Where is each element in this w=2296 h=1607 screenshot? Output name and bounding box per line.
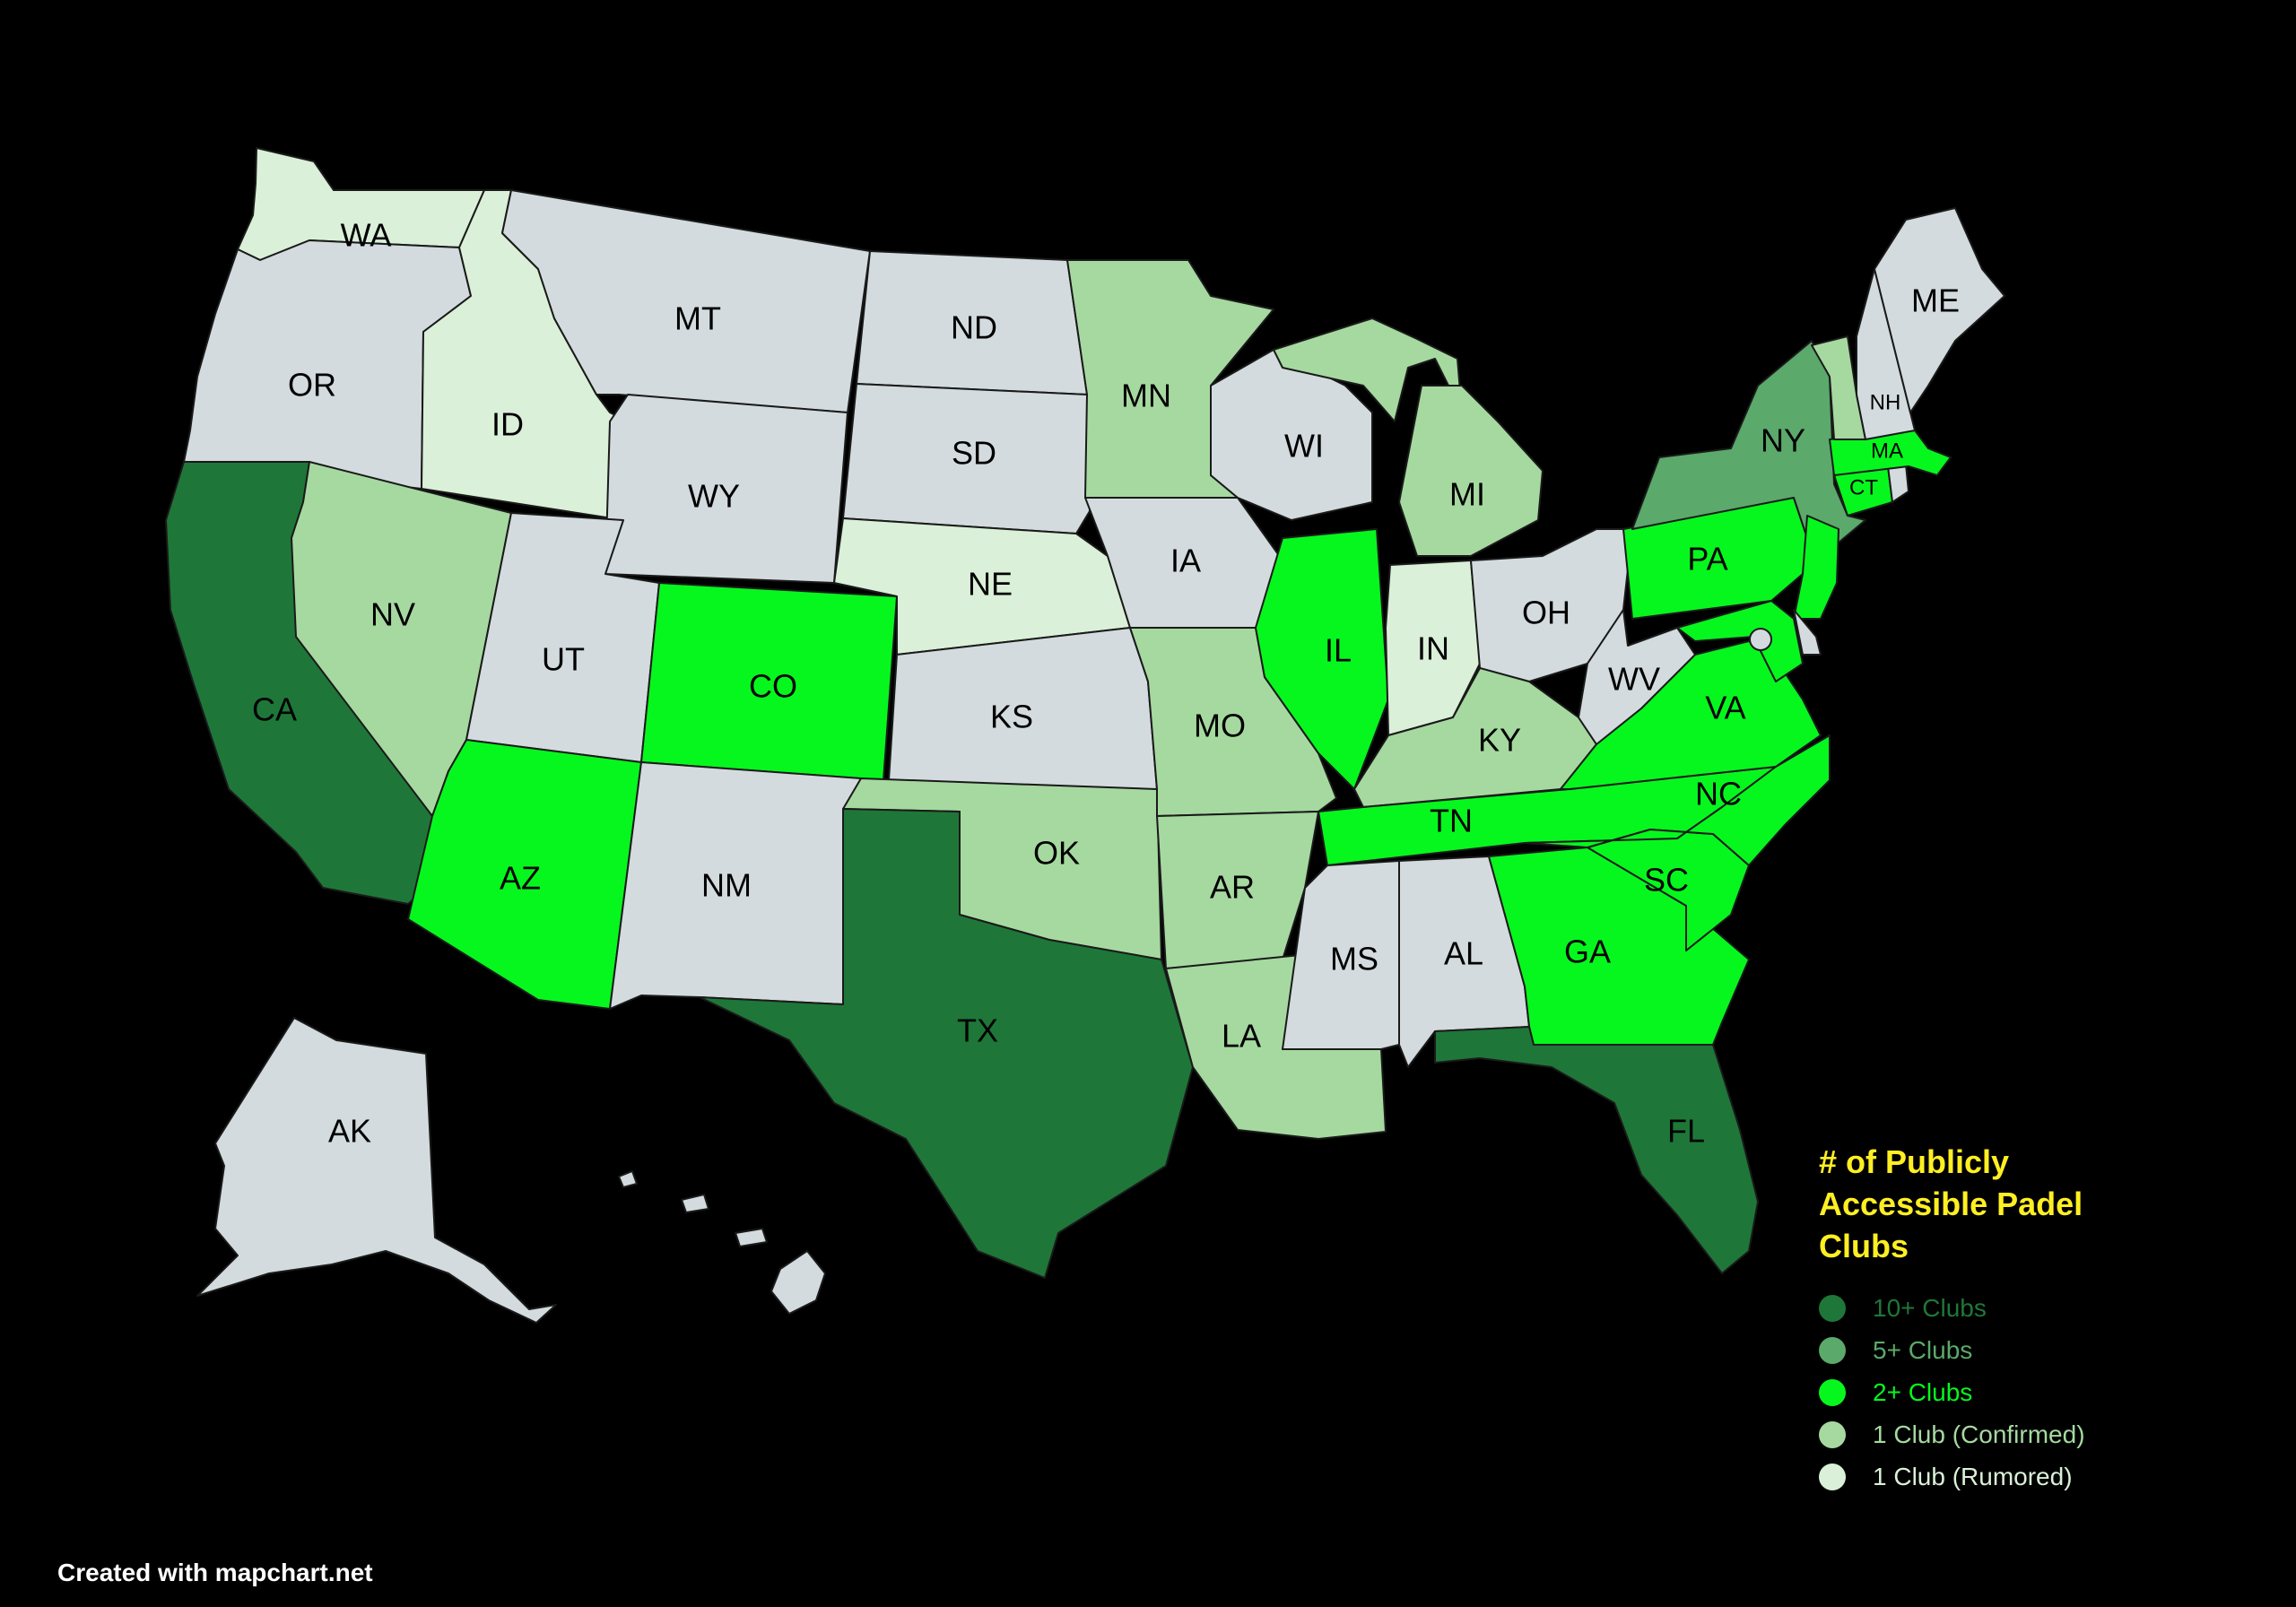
label-ar: AR	[1210, 869, 1255, 906]
label-ky: KY	[1478, 722, 1521, 759]
label-nm: NM	[701, 867, 752, 904]
label-fl: FL	[1667, 1113, 1705, 1150]
state-mi-lower[interactable]	[1398, 385, 1544, 557]
legend-swatch	[1819, 1378, 1846, 1406]
state-hi-oahu[interactable]	[681, 1194, 709, 1213]
state-ak[interactable]	[196, 1017, 557, 1324]
label-wv: WV	[1608, 661, 1660, 698]
label-co: CO	[749, 668, 797, 705]
state-ma[interactable]	[1829, 430, 1952, 476]
state-sd[interactable]	[842, 383, 1091, 534]
state-md[interactable]	[1676, 600, 1804, 682]
label-il: IL	[1325, 632, 1352, 669]
legend-title-line2: Accessible Padel	[1819, 1186, 2083, 1222]
state-hi-kauai[interactable]	[618, 1170, 638, 1188]
legend-label: 1 Club (Confirmed)	[1873, 1420, 2085, 1448]
label-ga: GA	[1564, 934, 1611, 970]
legend-item-5plus: 5+ Clubs	[1819, 1329, 2196, 1371]
state-dc[interactable]	[1749, 628, 1772, 651]
state-me[interactable]	[1874, 207, 2005, 413]
legend-label: 5+ Clubs	[1873, 1335, 1973, 1364]
state-ar[interactable]	[1156, 811, 1319, 969]
legend-title-line1: # of Publicly	[1819, 1143, 2010, 1180]
label-sc: SC	[1644, 862, 1689, 899]
state-fl[interactable]	[1434, 1026, 1759, 1274]
label-nc: NC	[1695, 776, 1742, 812]
state-nc[interactable]	[1524, 734, 1831, 866]
label-oh: OH	[1522, 595, 1570, 631]
state-mt[interactable]	[501, 189, 871, 413]
label-in: IN	[1417, 630, 1449, 667]
label-ma: MA	[1871, 439, 1903, 463]
state-tx[interactable]	[699, 808, 1194, 1279]
label-la: LA	[1222, 1018, 1261, 1055]
label-ia: IA	[1170, 543, 1201, 579]
state-labels: WA OR ID MT WY NV UT CA CO AZ NM ND SD N…	[252, 217, 1960, 1150]
legend-swatch	[1819, 1294, 1846, 1322]
label-mn: MN	[1121, 378, 1171, 414]
legend-item-1-rumored: 1 Club (Rumored)	[1819, 1455, 2196, 1498]
state-hi-maui[interactable]	[735, 1228, 768, 1247]
label-nh: NH	[1870, 390, 1901, 414]
state-il[interactable]	[1255, 528, 1389, 790]
label-ne: NE	[968, 566, 1013, 603]
state-wv[interactable]	[1578, 609, 1696, 745]
state-mi[interactable]	[1273, 317, 1463, 422]
legend-item-1-confirmed: 1 Club (Confirmed)	[1819, 1413, 2196, 1455]
label-id: ID	[491, 406, 524, 443]
label-tx: TX	[957, 1012, 998, 1049]
label-ut: UT	[542, 641, 585, 678]
label-or: OR	[288, 367, 336, 404]
legend: # of Publicly Accessible Padel Clubs 10+…	[1819, 1141, 2196, 1498]
label-wy: WY	[688, 478, 740, 515]
state-de[interactable]	[1793, 609, 1822, 656]
label-wa: WA	[341, 217, 392, 254]
label-va: VA	[1705, 690, 1745, 726]
label-al: AL	[1444, 935, 1483, 972]
label-mi: MI	[1449, 476, 1485, 513]
label-me: ME	[1911, 282, 1960, 319]
legend-title-line3: Clubs	[1819, 1228, 1909, 1264]
legend-label: 10+ Clubs	[1873, 1293, 1987, 1322]
label-az: AZ	[500, 860, 541, 897]
state-hi[interactable]	[770, 1250, 826, 1315]
credit-text: Created with mapchart.net	[57, 1559, 373, 1586]
label-ny: NY	[1761, 422, 1805, 459]
label-ca: CA	[252, 691, 297, 728]
label-pa: PA	[1687, 541, 1727, 578]
legend-title: # of Publicly Accessible Padel Clubs	[1819, 1141, 2196, 1267]
legend-label: 2+ Clubs	[1873, 1377, 1973, 1406]
label-mo: MO	[1194, 708, 1246, 744]
legend-swatch	[1819, 1336, 1846, 1364]
label-ks: KS	[990, 699, 1033, 735]
state-ri[interactable]	[1887, 464, 1909, 503]
legend-item-10plus: 10+ Clubs	[1819, 1287, 2196, 1329]
state-wy[interactable]	[604, 394, 848, 584]
label-ms: MS	[1330, 941, 1378, 977]
label-tn: TN	[1430, 803, 1473, 839]
label-ok: OK	[1033, 835, 1080, 872]
label-nv: NV	[370, 596, 415, 633]
label-sd: SD	[952, 435, 996, 472]
state-nj[interactable]	[1793, 515, 1839, 620]
legend-swatch	[1819, 1420, 1846, 1448]
label-nd: ND	[951, 309, 997, 346]
legend-label: 1 Club (Rumored)	[1873, 1462, 2073, 1490]
label-mt: MT	[674, 300, 721, 337]
label-wi: WI	[1284, 428, 1324, 465]
legend-item-2plus: 2+ Clubs	[1819, 1371, 2196, 1413]
label-ct: CT	[1849, 475, 1878, 499]
legend-swatch	[1819, 1463, 1846, 1490]
label-ak: AK	[328, 1113, 371, 1150]
